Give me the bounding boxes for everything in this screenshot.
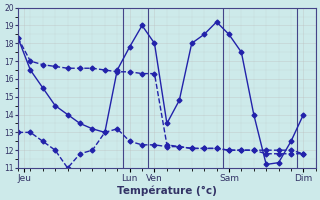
X-axis label: Température (°c): Température (°c) [117, 185, 217, 196]
